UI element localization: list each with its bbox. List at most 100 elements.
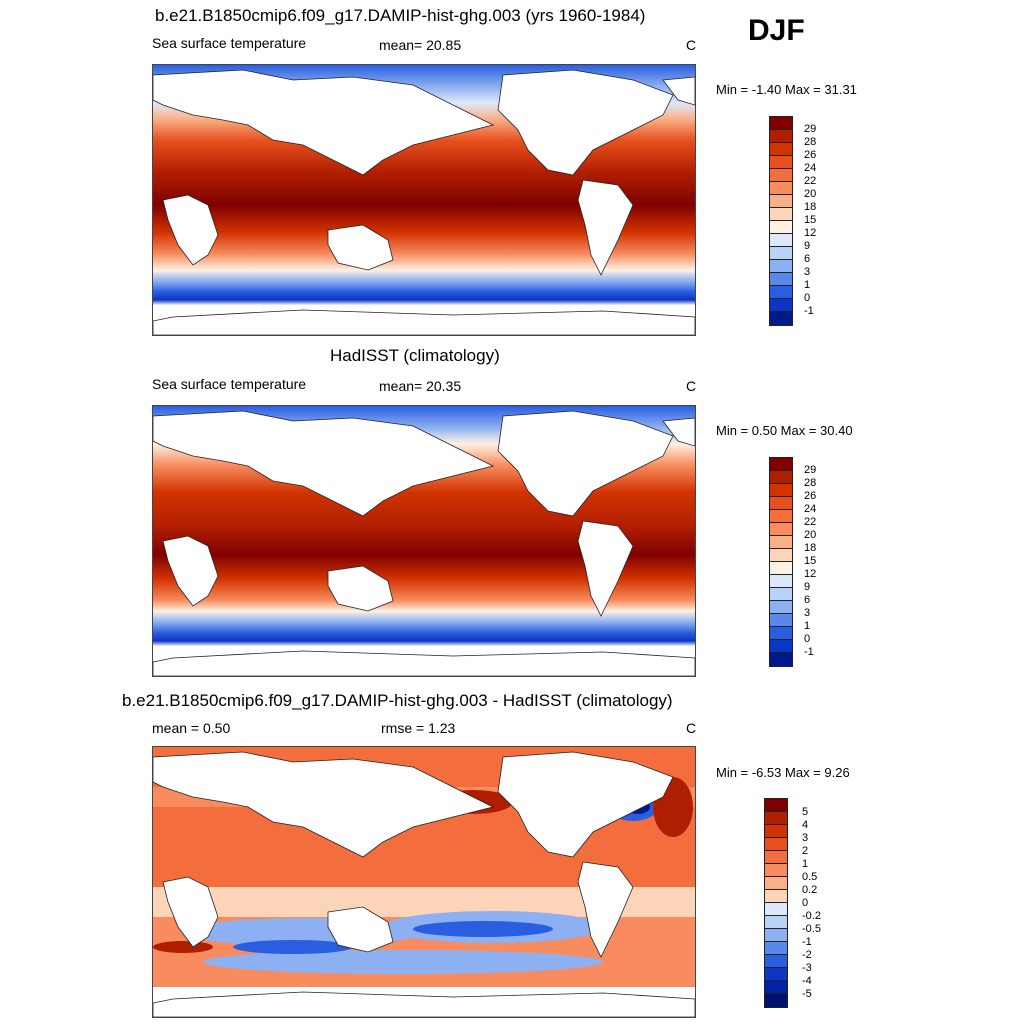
panel-3-colorbar-swatch — [765, 812, 787, 825]
panel-1-colorbar-swatch — [770, 299, 792, 312]
panel-2-colorbar-swatch — [770, 627, 792, 640]
colorbar-tick-label: 6 — [804, 253, 811, 265]
panel-3-colorbar-swatch — [765, 864, 787, 877]
colorbar-tick-label: 29 — [804, 464, 817, 476]
season-label: DJF — [748, 14, 805, 47]
panel-2-colorbar-swatch — [770, 588, 792, 601]
panel-3-colorbar — [764, 798, 788, 1008]
panel-1-colorbar-swatch — [770, 234, 792, 247]
colorbar-tick-label: -1 — [804, 305, 814, 317]
panel-3-minmax: Min = -6.53 Max = 9.26 — [716, 765, 850, 780]
panel-2-colorbar-swatch — [770, 601, 792, 614]
colorbar-tick-label: 0.2 — [802, 884, 818, 896]
panel-3-title: b.e21.B1850cmip6.f09_g17.DAMIP-hist-ghg.… — [122, 691, 673, 710]
colorbar-tick-label: 22 — [804, 516, 817, 528]
colorbar-tick-label: 26 — [804, 149, 817, 161]
colorbar-tick-label: 9 — [804, 581, 811, 593]
colorbar-tick-label: 1 — [802, 858, 809, 870]
colorbar-tick-label: 3 — [804, 266, 811, 278]
panel-2-colorbar-swatch — [770, 484, 792, 497]
panel-2-map-svg — [153, 406, 695, 676]
colorbar-tick-label: -0.5 — [802, 923, 821, 935]
colorbar-tick-label: 18 — [804, 201, 817, 213]
colorbar-tick-label: 9 — [804, 240, 811, 252]
colorbar-tick-label: 0 — [804, 292, 811, 304]
panel-3-colorbar-swatch — [765, 968, 787, 981]
panel-2-colorbar-swatch — [770, 575, 792, 588]
panel-3-colorbar-swatch — [765, 955, 787, 968]
panel-3-colorbar-swatch — [765, 851, 787, 864]
colorbar-tick-label: 20 — [804, 188, 817, 200]
colorbar-tick-label: 28 — [804, 136, 817, 148]
panel-2-colorbar-swatch — [770, 562, 792, 575]
panel-2-colorbar-swatch — [770, 640, 792, 653]
panel-3-colorbar-swatch — [765, 916, 787, 929]
colorbar-tick-label: 18 — [804, 542, 817, 554]
panel-3-mean-label: mean = 0.50 — [152, 720, 231, 736]
panel-3-colorbar-swatch — [765, 994, 787, 1007]
colorbar-tick-label: 20 — [804, 529, 817, 541]
panel-1-colorbar-swatch — [770, 143, 792, 156]
panel-2-colorbar-swatch — [770, 523, 792, 536]
colorbar-tick-label: 28 — [804, 477, 817, 489]
panel-2-colorbar-swatch — [770, 549, 792, 562]
colorbar-tick-label: 0.5 — [802, 871, 818, 883]
panel-1-mean-label: mean= 20.85 — [379, 37, 462, 53]
panel-2-colorbar-swatch — [770, 510, 792, 523]
colorbar-tick-label: 4 — [802, 819, 809, 831]
panel-1-colorbar-swatch — [770, 130, 792, 143]
colorbar-tick-label: 3 — [802, 832, 809, 844]
colorbar-tick-label: -3 — [802, 962, 812, 974]
colorbar-tick-label: 29 — [804, 123, 817, 135]
colorbar-tick-label: 5 — [802, 806, 809, 818]
panel-3-map-svg — [153, 747, 695, 1017]
panel-2-colorbar-swatch — [770, 653, 792, 666]
panel-3-colorbar-swatch — [765, 942, 787, 955]
colorbar-tick-label: -0.2 — [802, 910, 821, 922]
panel-1-colorbar-swatch — [770, 260, 792, 273]
panel-1-units-label: C — [686, 37, 697, 53]
panel-1-colorbar-swatch — [770, 117, 792, 130]
colorbar-tick-label: 6 — [804, 594, 811, 606]
panel-1-title: b.e21.B1850cmip6.f09_g17.DAMIP-hist-ghg.… — [155, 6, 646, 25]
colorbar-tick-label: 24 — [804, 162, 817, 174]
colorbar-tick-label: 12 — [804, 227, 817, 239]
colorbar-tick-label: 1 — [804, 279, 811, 291]
panel-2-variable-label: Sea surface temperature — [152, 376, 307, 392]
panel-2-colorbar — [769, 457, 793, 667]
colorbar-tick-label: 22 — [804, 175, 817, 187]
panel-1-colorbar-swatch — [770, 312, 792, 325]
colorbar-tick-label: 26 — [804, 490, 817, 502]
panel-2-mean-label: mean= 20.35 — [379, 378, 462, 394]
panel-3-colorbar-swatch — [765, 825, 787, 838]
colorbar-tick-label: -2 — [802, 949, 812, 961]
panel-1-colorbar-swatch — [770, 182, 792, 195]
panel-1-colorbar-swatch — [770, 221, 792, 234]
colorbar-tick-label: 1 — [804, 620, 811, 632]
panel-3-colorbar-swatch — [765, 890, 787, 903]
panel-1-colorbar-swatch — [770, 247, 792, 260]
panel-3-rmse-label: rmse = 1.23 — [381, 720, 456, 736]
panel-3-colorbar-swatch — [765, 903, 787, 916]
colorbar-tick-label: 3 — [804, 607, 811, 619]
panel-1-colorbar-swatch — [770, 286, 792, 299]
panel-1-colorbar-swatch — [770, 208, 792, 221]
colorbar-tick-label: 0 — [804, 633, 811, 645]
panel-1-minmax: Min = -1.40 Max = 31.31 — [716, 82, 857, 97]
panel-2-colorbar-swatch — [770, 614, 792, 627]
colorbar-tick-label: 24 — [804, 503, 817, 515]
colorbar-tick-label: -4 — [802, 975, 812, 987]
colorbar-tick-label: 0 — [802, 897, 809, 909]
panel-1-colorbar-swatch — [770, 156, 792, 169]
panel-3-colorbar-swatch — [765, 799, 787, 812]
panel-1-map-svg — [153, 65, 695, 335]
panel-3-map — [152, 746, 696, 1018]
colorbar-tick-label: 2 — [802, 845, 809, 857]
panel-2-minmax: Min = 0.50 Max = 30.40 — [716, 423, 853, 438]
colorbar-tick-label: 12 — [804, 568, 817, 580]
panel-2-colorbar-swatch — [770, 458, 792, 471]
colorbar-tick-label: 15 — [804, 214, 817, 226]
panel-2-colorbar-swatch — [770, 471, 792, 484]
panel-2-map — [152, 405, 696, 677]
panel-3-colorbar-swatch — [765, 929, 787, 942]
